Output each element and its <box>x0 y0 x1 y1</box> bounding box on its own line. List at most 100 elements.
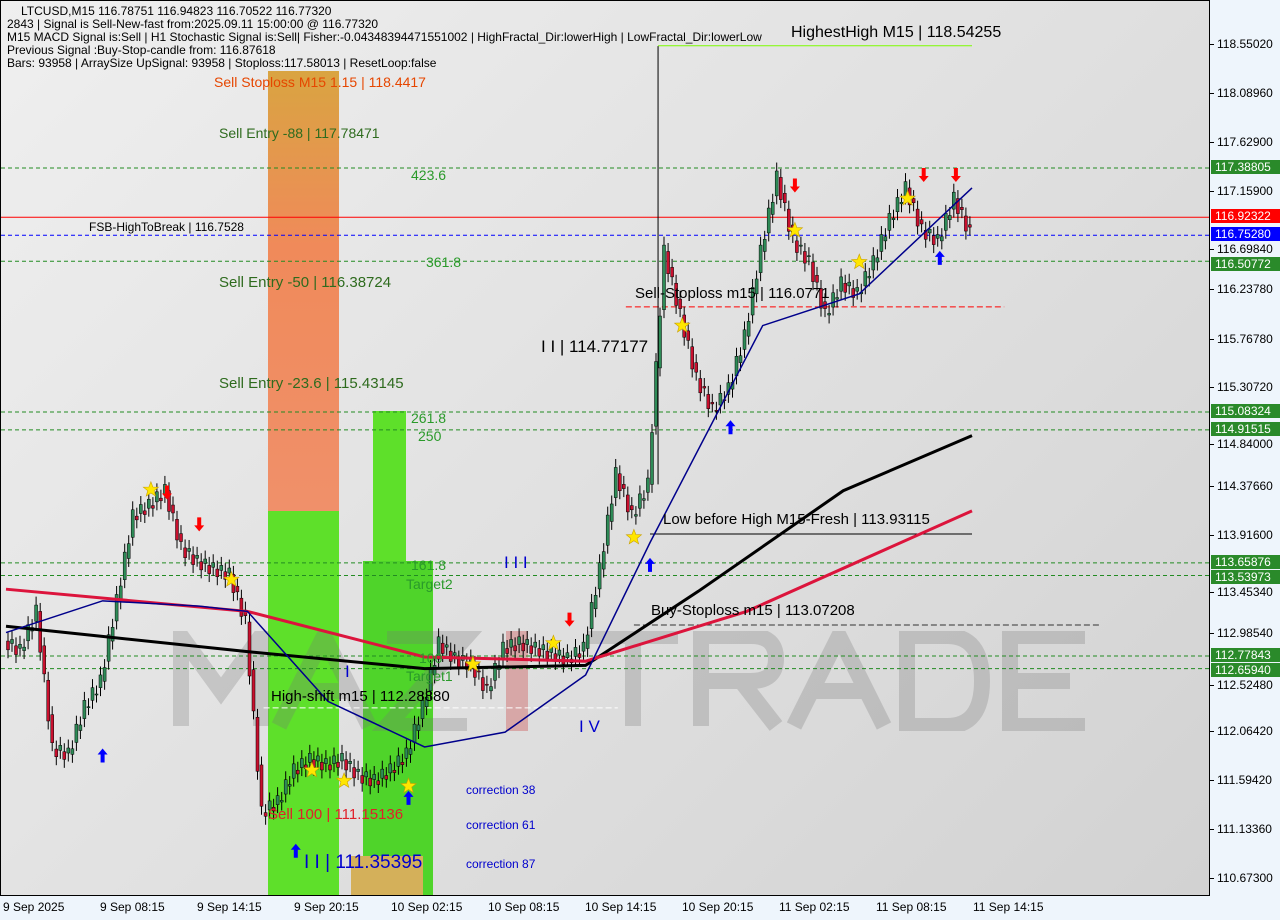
price-tick: 115.76780 <box>1210 331 1273 346</box>
buy-arrow-icon <box>934 250 945 265</box>
bear-candle <box>376 780 381 785</box>
bear-candle <box>143 510 147 515</box>
fib-100-label: 100 <box>419 650 443 666</box>
bull-candle <box>573 647 578 657</box>
bear-candle <box>968 224 972 228</box>
fib-361-label: 361.8 <box>426 254 462 270</box>
bear-candle <box>698 378 703 394</box>
star-signal-icon <box>625 528 643 545</box>
bear-candle <box>843 282 847 293</box>
chart-canvas <box>1 45 1209 858</box>
bear-candle <box>54 748 59 757</box>
bull-candle <box>871 255 876 271</box>
time-axis[interactable]: 9 Sep 2025 9 Sep 08:15 9 Sep 14:15 9 Sep 20… <box>0 896 1210 920</box>
bull-candle <box>18 643 22 649</box>
bull-candle <box>126 543 131 559</box>
ma-slow-line <box>5 434 973 671</box>
bear-candle <box>803 251 807 264</box>
bull-candle <box>650 432 654 485</box>
bull-candle <box>855 287 859 292</box>
bear-candle <box>344 759 348 771</box>
bear-candle <box>14 645 18 655</box>
bars-info: Bars: 93958 | ArraySize UpSignal: 93958 … <box>7 56 437 70</box>
target2-label: Target2 <box>406 576 453 592</box>
price-level-badge: 115.08324 <box>1211 404 1280 419</box>
bull-candle <box>827 313 831 316</box>
bull-candle <box>279 800 284 803</box>
bull-candle <box>605 514 610 546</box>
bull-candle <box>195 555 199 559</box>
time-tick: 11 Sep 08:15 <box>876 900 947 914</box>
bull-candle <box>452 652 457 656</box>
bear-candle <box>151 505 155 509</box>
bear-candle <box>923 230 928 240</box>
bull-candle <box>444 644 449 648</box>
bear-candle <box>686 330 690 341</box>
bear-candle <box>336 762 340 768</box>
bear-candle <box>787 208 791 232</box>
price-axis[interactable]: 118.55020 118.08960 117.62900 117.38805 117.… <box>1210 0 1280 896</box>
bear-candle <box>296 769 300 775</box>
bear-candle <box>384 775 389 780</box>
bull-candle <box>509 639 513 648</box>
bear-candle <box>513 645 517 652</box>
bull-candle <box>613 467 618 498</box>
fib-161-label: 161.8 <box>411 557 447 573</box>
price-chart[interactable]: LTCUSD,M15 116.78751 116.94823 116.70522… <box>0 0 1210 896</box>
price-level-badge: 114.91515 <box>1211 421 1280 436</box>
bull-candle <box>348 760 352 764</box>
bull-candle <box>927 228 932 234</box>
price-tick: 113.91600 <box>1210 527 1273 542</box>
low-before-high-label: Low before High M15-Fresh | 113.93115 <box>663 511 930 528</box>
bull-candle <box>34 604 38 622</box>
fib-423-label: 423.6 <box>411 167 447 183</box>
bull-candle <box>130 509 135 538</box>
bear-candle <box>545 650 550 660</box>
bull-candle <box>404 747 409 759</box>
previous-signal: Previous Signal :Buy-Stop-candle from: 1… <box>7 43 276 57</box>
bull-candle <box>324 758 328 764</box>
price-level-badge: 116.50772 <box>1211 257 1280 272</box>
bull-candle <box>847 281 851 287</box>
bull-candle <box>82 700 87 719</box>
bear-candle <box>694 362 698 373</box>
price-level-badge: 117.38805 <box>1211 160 1280 175</box>
bull-candle <box>835 297 839 300</box>
bull-candle <box>940 236 944 242</box>
bull-candle <box>887 213 892 231</box>
bull-candle <box>10 639 14 644</box>
sell-arrow-icon <box>564 612 575 627</box>
star-signal-icon <box>335 771 353 788</box>
bear-candle <box>537 648 542 657</box>
bear-candle <box>239 597 244 617</box>
bull-candle <box>654 361 658 427</box>
bull-candle <box>416 724 421 731</box>
time-tick: 10 Sep 20:15 <box>682 900 754 914</box>
bull-candle <box>799 244 803 247</box>
high-shift-label: High-shift m15 | 112.28880 <box>271 688 450 705</box>
bull-candle <box>70 748 75 755</box>
bull-candle <box>642 498 646 501</box>
time-tick: 10 Sep 14:15 <box>585 900 657 914</box>
bull-candle <box>432 665 437 676</box>
bear-candle <box>38 611 42 653</box>
bear-candle <box>159 497 163 502</box>
bear-candle <box>440 642 445 654</box>
bear-candle <box>622 484 626 489</box>
wave-iv-label: I V <box>579 717 600 736</box>
bull-candle <box>187 548 191 552</box>
bull-candle <box>774 170 779 197</box>
sell-arrow-icon <box>918 167 929 182</box>
star-signal-icon <box>222 570 240 587</box>
bull-candle <box>646 477 650 493</box>
buy-arrow-icon <box>97 748 108 763</box>
wave-ii-top-label: I I | 114.77177 <box>541 337 649 356</box>
bear-candle <box>199 561 203 571</box>
bear-candle <box>175 519 179 541</box>
price-tick: 111.59420 <box>1210 773 1272 788</box>
bear-candle <box>179 533 183 542</box>
bear-candle <box>678 298 682 309</box>
bull-candle <box>283 779 288 795</box>
bull-candle <box>300 758 304 768</box>
star-signal-icon <box>673 316 691 333</box>
